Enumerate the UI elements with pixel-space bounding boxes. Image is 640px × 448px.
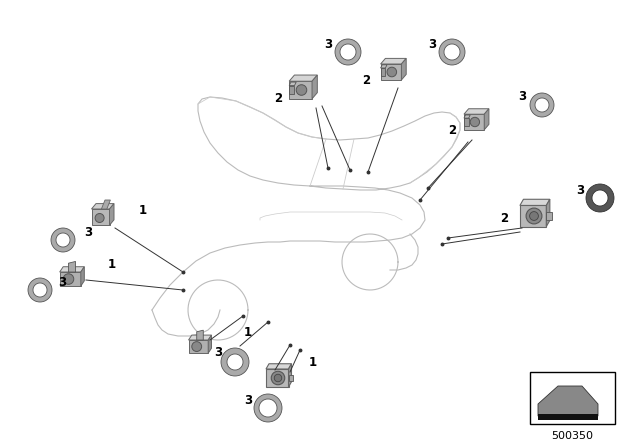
Text: 3: 3 (58, 276, 66, 289)
Polygon shape (289, 86, 294, 95)
Polygon shape (68, 262, 76, 272)
Bar (547, 212, 552, 220)
Circle shape (271, 371, 285, 385)
Text: 3: 3 (518, 90, 526, 103)
Wedge shape (335, 39, 361, 65)
Polygon shape (266, 369, 289, 387)
Text: 1: 1 (108, 258, 116, 271)
Text: 1: 1 (309, 356, 317, 369)
Circle shape (470, 117, 479, 127)
Bar (289, 375, 293, 381)
Text: 2: 2 (448, 124, 456, 137)
Polygon shape (196, 330, 204, 340)
Text: 3: 3 (84, 225, 92, 238)
Bar (538, 414, 598, 420)
Polygon shape (189, 335, 211, 340)
Text: 2: 2 (274, 91, 282, 104)
Wedge shape (439, 39, 465, 65)
Polygon shape (464, 114, 484, 130)
Text: 1: 1 (244, 326, 252, 339)
Wedge shape (221, 348, 249, 376)
Text: 2: 2 (362, 73, 370, 86)
Polygon shape (60, 272, 81, 286)
Polygon shape (381, 64, 401, 80)
Polygon shape (520, 199, 550, 206)
Circle shape (387, 67, 397, 77)
Polygon shape (312, 75, 317, 99)
Wedge shape (530, 93, 554, 117)
Polygon shape (381, 58, 406, 64)
Text: 3: 3 (244, 393, 252, 406)
Wedge shape (28, 278, 52, 302)
Polygon shape (92, 203, 114, 209)
Text: 3: 3 (324, 38, 332, 51)
Circle shape (530, 211, 538, 220)
Polygon shape (266, 364, 291, 369)
Text: 3: 3 (576, 184, 584, 197)
Text: 3: 3 (214, 346, 222, 359)
Polygon shape (381, 68, 385, 76)
Text: 2: 2 (500, 211, 508, 224)
Polygon shape (464, 115, 470, 118)
Polygon shape (464, 109, 489, 114)
Polygon shape (547, 199, 550, 227)
Polygon shape (208, 335, 211, 353)
Wedge shape (586, 184, 614, 212)
Polygon shape (60, 267, 84, 272)
Circle shape (296, 85, 307, 95)
Circle shape (95, 214, 104, 223)
Circle shape (275, 374, 282, 382)
Polygon shape (401, 58, 406, 80)
Text: 500350: 500350 (552, 431, 593, 441)
Bar (530, 372, 615, 424)
Text: 3: 3 (428, 38, 436, 51)
Text: 1: 1 (139, 203, 147, 216)
Polygon shape (289, 81, 312, 99)
Polygon shape (101, 200, 111, 209)
Circle shape (63, 274, 74, 284)
Wedge shape (254, 394, 282, 422)
Polygon shape (109, 203, 114, 225)
Polygon shape (81, 267, 84, 286)
Polygon shape (381, 65, 387, 68)
Polygon shape (484, 109, 489, 130)
Polygon shape (520, 206, 547, 227)
Circle shape (526, 208, 542, 224)
Polygon shape (92, 209, 109, 225)
Polygon shape (289, 364, 291, 387)
Wedge shape (51, 228, 75, 252)
Polygon shape (538, 386, 598, 416)
Polygon shape (189, 340, 208, 353)
Polygon shape (289, 82, 296, 86)
Polygon shape (289, 75, 317, 81)
Polygon shape (464, 118, 468, 126)
Circle shape (192, 342, 202, 352)
